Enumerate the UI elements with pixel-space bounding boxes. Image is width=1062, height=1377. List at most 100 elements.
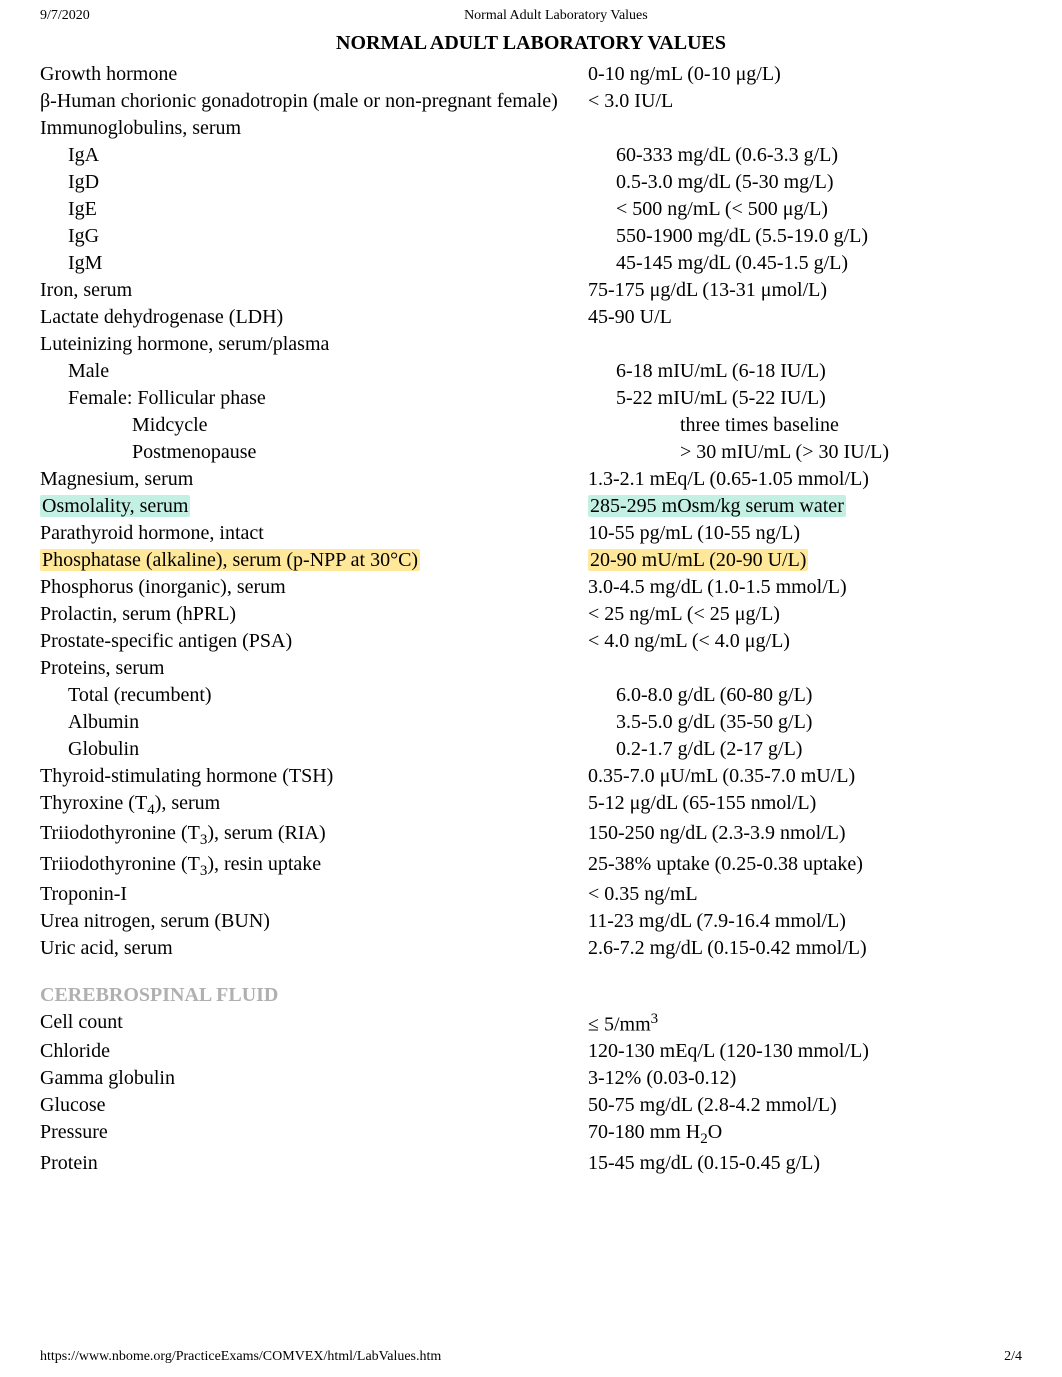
row-value: 150-250 ng/dL (2.3-3.9 nmol/L) bbox=[588, 820, 1022, 850]
table-row: Globulin0.2-1.7 g/dL (2-17 g/L) bbox=[40, 736, 1022, 763]
table-row: Growth hormone0-10 ng/mL (0-10 μg/L) bbox=[40, 61, 1022, 88]
row-value: 1.3-2.1 mEq/L (0.65-1.05 mmol/L) bbox=[588, 466, 1022, 493]
table-row: Phosphorus (inorganic), serum3.0-4.5 mg/… bbox=[40, 574, 1022, 601]
table-row: Immunoglobulins, serum bbox=[40, 115, 1022, 142]
row-value: 5-12 μg/dL (65-155 nmol/L) bbox=[588, 790, 1022, 820]
table-row: Albumin3.5-5.0 g/dL (35-50 g/L) bbox=[40, 709, 1022, 736]
table-row: Thyroid-stimulating hormone (TSH)0.35-7.… bbox=[40, 763, 1022, 790]
table-row: β-Human chorionic gonadotropin (male or … bbox=[40, 88, 1022, 115]
table-row: IgM45-145 mg/dL (0.45-1.5 g/L) bbox=[40, 250, 1022, 277]
table-row: Iron, serum75-175 μg/dL (13-31 μmol/L) bbox=[40, 277, 1022, 304]
row-value: 60-333 mg/dL (0.6-3.3 g/L) bbox=[616, 142, 1022, 169]
row-value: 70-180 mm H2O bbox=[588, 1119, 1022, 1149]
row-value: 285-295 mOsm/kg serum water bbox=[588, 493, 1022, 520]
table-row: Prostate-specific antigen (PSA)< 4.0 ng/… bbox=[40, 628, 1022, 655]
row-label: Osmolality, serum bbox=[40, 493, 588, 520]
row-label: IgE bbox=[40, 196, 616, 223]
row-label: Total (recumbent) bbox=[40, 682, 616, 709]
row-label: Male bbox=[40, 358, 616, 385]
row-label: Thyroid-stimulating hormone (TSH) bbox=[40, 763, 588, 790]
header-title-small: Normal Adult Laboratory Values bbox=[464, 8, 648, 24]
row-label: Triiodothyronine (T3), resin uptake bbox=[40, 851, 588, 881]
row-value: 15-45 mg/dL (0.15-0.45 g/L) bbox=[588, 1150, 1022, 1177]
row-value: 0-10 ng/mL (0-10 μg/L) bbox=[588, 61, 1022, 88]
table-row: Magnesium, serum1.3-2.1 mEq/L (0.65-1.05… bbox=[40, 466, 1022, 493]
row-label: Glucose bbox=[40, 1092, 588, 1119]
table-row: Glucose50-75 mg/dL (2.8-4.2 mmol/L) bbox=[40, 1092, 1022, 1119]
row-label: β-Human chorionic gonadotropin (male or … bbox=[40, 88, 588, 115]
row-label: Postmenopause bbox=[40, 439, 680, 466]
row-value: 25-38% uptake (0.25-0.38 uptake) bbox=[588, 851, 1022, 881]
row-label: Phosphatase (alkaline), serum (p-NPP at … bbox=[40, 547, 588, 574]
row-label: Protein bbox=[40, 1150, 588, 1177]
row-label: Iron, serum bbox=[40, 277, 588, 304]
row-value: 6-18 mIU/mL (6-18 IU/L) bbox=[616, 358, 1022, 385]
row-label: Midcycle bbox=[40, 412, 680, 439]
row-value: < 25 ng/mL (< 25 μg/L) bbox=[588, 601, 1022, 628]
csf-table: Cell count≤ 5/mm3Chloride120-130 mEq/L (… bbox=[40, 1009, 1022, 1177]
row-label: Troponin-I bbox=[40, 881, 588, 908]
table-row: IgE< 500 ng/mL (< 500 μg/L) bbox=[40, 196, 1022, 223]
row-label: IgG bbox=[40, 223, 616, 250]
row-value: 50-75 mg/dL (2.8-4.2 mmol/L) bbox=[588, 1092, 1022, 1119]
table-row: Male6-18 mIU/mL (6-18 IU/L) bbox=[40, 358, 1022, 385]
table-row: Chloride120-130 mEq/L (120-130 mmol/L) bbox=[40, 1038, 1022, 1065]
table-row: Total (recumbent)6.0-8.0 g/dL (60-80 g/L… bbox=[40, 682, 1022, 709]
table-row: Thyroxine (T4), serum5-12 μg/dL (65-155 … bbox=[40, 790, 1022, 820]
row-label: Gamma globulin bbox=[40, 1065, 588, 1092]
row-value: ≤ 5/mm3 bbox=[588, 1009, 1022, 1039]
row-value: 2.6-7.2 mg/dL (0.15-0.42 mmol/L) bbox=[588, 935, 1022, 962]
row-value: < 0.35 ng/mL bbox=[588, 881, 1022, 908]
row-value: 0.2-1.7 g/dL (2-17 g/L) bbox=[616, 736, 1022, 763]
table-row: Gamma globulin3-12% (0.03-0.12) bbox=[40, 1065, 1022, 1092]
table-row: Pressure70-180 mm H2O bbox=[40, 1119, 1022, 1149]
table-row: IgD0.5-3.0 mg/dL (5-30 mg/L) bbox=[40, 169, 1022, 196]
row-value: 45-90 U/L bbox=[588, 304, 1022, 331]
row-value: 5-22 mIU/mL (5-22 IU/L) bbox=[616, 385, 1022, 412]
row-label: Pressure bbox=[40, 1119, 588, 1149]
csf-heading: CEREBROSPINAL FLUID bbox=[40, 984, 1022, 1007]
table-row: Cell count≤ 5/mm3 bbox=[40, 1009, 1022, 1039]
table-row: Troponin-I< 0.35 ng/mL bbox=[40, 881, 1022, 908]
table-row: Triiodothyronine (T3), resin uptake25-38… bbox=[40, 851, 1022, 881]
row-label: Cell count bbox=[40, 1009, 588, 1039]
row-label: Magnesium, serum bbox=[40, 466, 588, 493]
row-label: Urea nitrogen, serum (BUN) bbox=[40, 908, 588, 935]
row-label: Immunoglobulins, serum bbox=[40, 115, 588, 142]
row-label: Phosphorus (inorganic), serum bbox=[40, 574, 588, 601]
row-value: > 30 mIU/mL (> 30 IU/L) bbox=[680, 439, 1022, 466]
row-label: Parathyroid hormone, intact bbox=[40, 520, 588, 547]
row-value: 0.5-3.0 mg/dL (5-30 mg/L) bbox=[616, 169, 1022, 196]
footer-page: 2/4 bbox=[1004, 1349, 1022, 1365]
row-label: Luteinizing hormone, serum/plasma bbox=[40, 331, 588, 358]
row-label: Triiodothyronine (T3), serum (RIA) bbox=[40, 820, 588, 850]
doc-title: NORMAL ADULT LABORATORY VALUES bbox=[40, 32, 1022, 55]
row-value: < 4.0 ng/mL (< 4.0 μg/L) bbox=[588, 628, 1022, 655]
row-value: 550-1900 mg/dL (5.5-19.0 g/L) bbox=[616, 223, 1022, 250]
row-value: three times baseline bbox=[680, 412, 1022, 439]
table-row: Prolactin, serum (hPRL)< 25 ng/mL (< 25 … bbox=[40, 601, 1022, 628]
row-value bbox=[588, 115, 1022, 142]
page-header: 9/7/2020 Normal Adult Laboratory Values bbox=[40, 0, 1022, 28]
row-value: 3-12% (0.03-0.12) bbox=[588, 1065, 1022, 1092]
table-row: Midcyclethree times baseline bbox=[40, 412, 1022, 439]
table-row: Luteinizing hormone, serum/plasma bbox=[40, 331, 1022, 358]
table-row: Proteins, serum bbox=[40, 655, 1022, 682]
row-value: 10-55 pg/mL (10-55 ng/L) bbox=[588, 520, 1022, 547]
row-value: 0.35-7.0 μU/mL (0.35-7.0 mU/L) bbox=[588, 763, 1022, 790]
row-value: 3.0-4.5 mg/dL (1.0-1.5 mmol/L) bbox=[588, 574, 1022, 601]
row-label: Lactate dehydrogenase (LDH) bbox=[40, 304, 588, 331]
footer-url: https://www.nbome.org/PracticeExams/COMV… bbox=[40, 1349, 441, 1365]
row-label: Prolactin, serum (hPRL) bbox=[40, 601, 588, 628]
row-value: < 500 ng/mL (< 500 μg/L) bbox=[616, 196, 1022, 223]
lab-values-table: Growth hormone0-10 ng/mL (0-10 μg/L)β-Hu… bbox=[40, 61, 1022, 962]
table-row: Uric acid, serum2.6-7.2 mg/dL (0.15-0.42… bbox=[40, 935, 1022, 962]
row-value: < 3.0 IU/L bbox=[588, 88, 1022, 115]
table-row: IgG550-1900 mg/dL (5.5-19.0 g/L) bbox=[40, 223, 1022, 250]
row-label: Thyroxine (T4), serum bbox=[40, 790, 588, 820]
table-row: Urea nitrogen, serum (BUN)11-23 mg/dL (7… bbox=[40, 908, 1022, 935]
row-value: 45-145 mg/dL (0.45-1.5 g/L) bbox=[616, 250, 1022, 277]
row-label: Globulin bbox=[40, 736, 616, 763]
row-label: IgM bbox=[40, 250, 616, 277]
row-value bbox=[588, 331, 1022, 358]
